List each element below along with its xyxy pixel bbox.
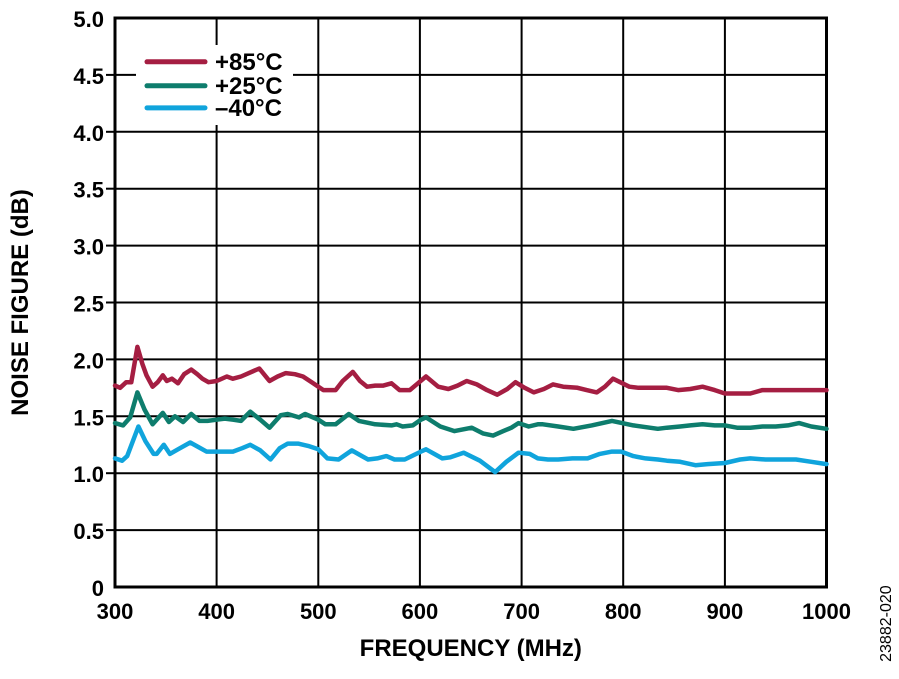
svg-text:+85°C: +85°C <box>215 49 283 76</box>
svg-text:2.5: 2.5 <box>73 292 104 317</box>
svg-text:1.5: 1.5 <box>73 405 104 430</box>
svg-text:800: 800 <box>605 599 642 624</box>
svg-text:+25°C: +25°C <box>215 73 283 100</box>
svg-text:4.5: 4.5 <box>73 64 104 89</box>
svg-text:2.0: 2.0 <box>73 348 104 373</box>
svg-text:400: 400 <box>198 599 235 624</box>
svg-text:NOISE FIGURE (dB): NOISE FIGURE (dB) <box>7 189 34 416</box>
svg-text:1.0: 1.0 <box>73 462 104 487</box>
svg-text:23882-020: 23882-020 <box>878 585 895 662</box>
svg-text:700: 700 <box>503 599 540 624</box>
svg-text:500: 500 <box>300 599 337 624</box>
svg-text:0: 0 <box>92 576 104 601</box>
svg-text:3.5: 3.5 <box>73 178 104 203</box>
svg-text:0.5: 0.5 <box>73 519 104 544</box>
svg-text:4.0: 4.0 <box>73 121 104 146</box>
svg-text:300: 300 <box>97 599 134 624</box>
svg-text:600: 600 <box>402 599 439 624</box>
svg-text:–40°C: –40°C <box>215 95 282 122</box>
svg-text:FREQUENCY (MHz): FREQUENCY (MHz) <box>360 635 582 662</box>
svg-text:1000: 1000 <box>802 599 851 624</box>
svg-text:900: 900 <box>707 599 744 624</box>
svg-text:5.0: 5.0 <box>73 7 104 32</box>
svg-text:3.0: 3.0 <box>73 235 104 260</box>
